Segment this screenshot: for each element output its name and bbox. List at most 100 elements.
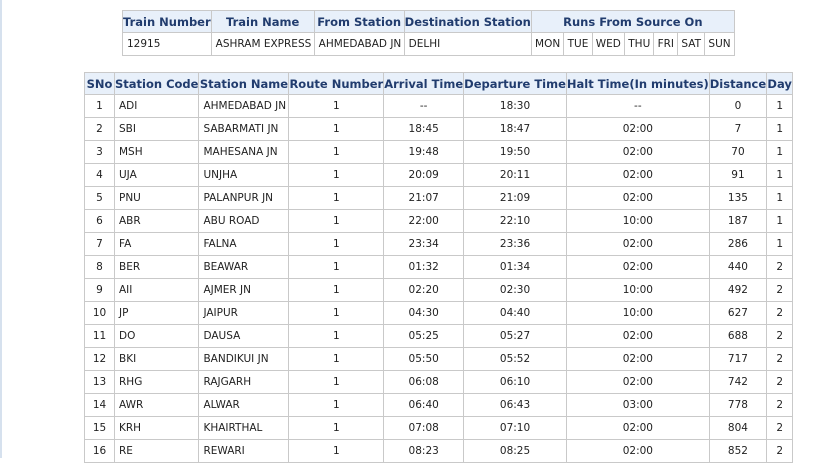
distance-cell: 135 (708, 186, 768, 210)
header-from-station: From Station (313, 10, 405, 33)
halt-time-cell: 02:00 (565, 163, 710, 187)
distance-cell: 492 (708, 278, 768, 302)
header-train-number: Train Number (122, 10, 212, 33)
station-name-cell: MAHESANA JN (198, 140, 290, 164)
day-cell: 2 (766, 255, 794, 279)
halt-time-cell: 02:00 (565, 232, 710, 256)
day-cell: 1 (766, 186, 794, 210)
sno-cell: 15 (84, 416, 115, 440)
train-info-header-row: Train Number Train Name From Station Des… (122, 10, 735, 33)
departure-time-cell: 07:10 (463, 416, 567, 440)
arrival-time-cell: 18:45 (383, 117, 465, 141)
station-code-cell: AWR (113, 393, 200, 417)
station-name-cell: PALANPUR JN (198, 186, 290, 210)
departure-time-cell: 05:52 (463, 347, 567, 371)
departure-time-cell: 01:34 (463, 255, 567, 279)
schedule-table: SNo Station Code Station Name Route Numb… (84, 72, 794, 463)
from-station-value: AHMEDABAD JN (313, 32, 405, 56)
table-row: 11 DO DAUSA 1 05:25 05:27 02:00 688 2 (84, 324, 794, 348)
day-cell: 1 (766, 232, 794, 256)
station-name-cell: JAIPUR (198, 301, 290, 325)
departure-time-cell: 06:10 (463, 370, 567, 394)
route-number-cell: 1 (288, 324, 385, 348)
table-row: 1 ADI AHMEDABAD JN 1 -- 18:30 -- 0 1 (84, 94, 794, 118)
route-number-cell: 1 (288, 393, 385, 417)
header-day: Day (766, 72, 794, 95)
sno-cell: 12 (84, 347, 115, 371)
day-cell: 1 (766, 94, 794, 118)
table-row: 12 BKI BANDIKUI JN 1 05:50 05:52 02:00 717 2 (84, 347, 794, 371)
route-number-cell: 1 (288, 163, 385, 187)
station-code-cell: MSH (113, 140, 200, 164)
route-number-cell: 1 (288, 232, 385, 256)
sno-cell: 13 (84, 370, 115, 394)
arrival-time-cell: 07:08 (383, 416, 465, 440)
distance-cell: 742 (708, 370, 768, 394)
station-code-cell: JP (113, 301, 200, 325)
header-destination-station: Destination Station (403, 10, 532, 33)
sno-cell: 3 (84, 140, 115, 164)
halt-time-cell: 02:00 (565, 370, 710, 394)
halt-time-cell: 02:00 (565, 439, 710, 463)
run-day-thu: THU (624, 32, 655, 56)
arrival-time-cell: 02:20 (383, 278, 465, 302)
halt-time-cell: -- (565, 94, 710, 118)
day-cell: 2 (766, 301, 794, 325)
day-cell: 1 (766, 117, 794, 141)
halt-time-cell: 03:00 (565, 393, 710, 417)
table-row: 15 KRH KHAIRTHAL 1 07:08 07:10 02:00 804 2 (84, 416, 794, 440)
arrival-time-cell: 06:40 (383, 393, 465, 417)
day-cell: 1 (766, 140, 794, 164)
distance-cell: 688 (708, 324, 768, 348)
table-row: 5 PNU PALANPUR JN 1 21:07 21:09 02:00 135 1 (84, 186, 794, 210)
station-name-cell: ALWAR (198, 393, 290, 417)
station-code-cell: SBI (113, 117, 200, 141)
sno-cell: 4 (84, 163, 115, 187)
table-row: 3 MSH MAHESANA JN 1 19:48 19:50 02:00 70 1 (84, 140, 794, 164)
run-day-sat: SAT (677, 32, 706, 56)
table-row: 13 RHG RAJGARH 1 06:08 06:10 02:00 742 2 (84, 370, 794, 394)
station-code-cell: ABR (113, 209, 200, 233)
run-day-tue: TUE (563, 32, 593, 56)
halt-time-cell: 02:00 (565, 186, 710, 210)
departure-time-cell: 23:36 (463, 232, 567, 256)
table-row: 2 SBI SABARMATI JN 1 18:45 18:47 02:00 7 1 (84, 117, 794, 141)
route-number-cell: 1 (288, 439, 385, 463)
route-number-cell: 1 (288, 255, 385, 279)
train-name-value: ASHRAM EXPRESS (210, 32, 315, 56)
route-number-cell: 1 (288, 140, 385, 164)
route-number-cell: 1 (288, 117, 385, 141)
day-cell: 2 (766, 347, 794, 371)
route-number-cell: 1 (288, 347, 385, 371)
header-arrival-time: Arrival Time (383, 72, 465, 95)
route-number-cell: 1 (288, 94, 385, 118)
halt-time-cell: 02:00 (565, 416, 710, 440)
arrival-time-cell: 06:08 (383, 370, 465, 394)
arrival-time-cell: 04:30 (383, 301, 465, 325)
station-code-cell: KRH (113, 416, 200, 440)
sno-cell: 10 (84, 301, 115, 325)
table-row: 7 FA FALNA 1 23:34 23:36 02:00 286 1 (84, 232, 794, 256)
schedule-header-row: SNo Station Code Station Name Route Numb… (84, 72, 794, 95)
destination-station-value: DELHI (403, 32, 532, 56)
header-route-number: Route Number (288, 72, 385, 95)
day-cell: 2 (766, 324, 794, 348)
header-departure-time: Departure Time (463, 72, 567, 95)
arrival-time-cell: -- (383, 94, 465, 118)
halt-time-cell: 10:00 (565, 301, 710, 325)
arrival-time-cell: 20:09 (383, 163, 465, 187)
station-code-cell: PNU (113, 186, 200, 210)
station-name-cell: RAJGARH (198, 370, 290, 394)
train-number-value: 12915 (122, 32, 212, 56)
day-cell: 2 (766, 370, 794, 394)
route-number-cell: 1 (288, 370, 385, 394)
day-cell: 2 (766, 278, 794, 302)
header-station-code: Station Code (113, 72, 200, 95)
table-row: 6 ABR ABU ROAD 1 22:00 22:10 10:00 187 1 (84, 209, 794, 233)
table-row: 8 BER BEAWAR 1 01:32 01:34 02:00 440 2 (84, 255, 794, 279)
route-number-cell: 1 (288, 301, 385, 325)
station-name-cell: AJMER JN (198, 278, 290, 302)
sno-cell: 1 (84, 94, 115, 118)
table-row: 9 AII AJMER JN 1 02:20 02:30 10:00 492 2 (84, 278, 794, 302)
distance-cell: 778 (708, 393, 768, 417)
